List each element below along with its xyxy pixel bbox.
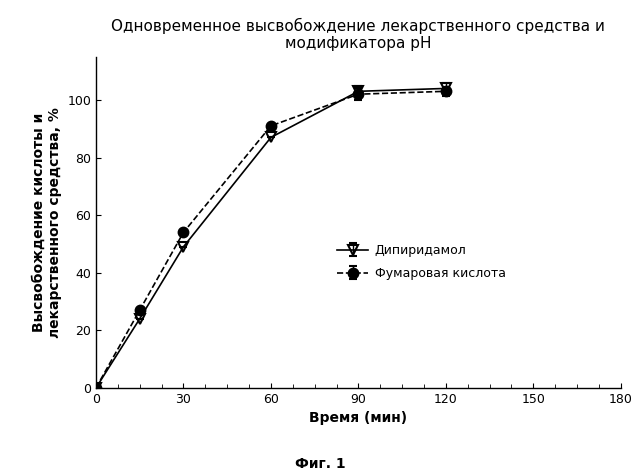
Legend: Дипиридамол, Фумаровая кислота: Дипиридамол, Фумаровая кислота [337,244,506,280]
X-axis label: Время (мин): Время (мин) [309,412,408,425]
Title: Одновременное высвобождение лекарственного средства и
модификатора pH: Одновременное высвобождение лекарственно… [111,18,605,52]
Y-axis label: Высвобождение кислоты и
лекарственного средства, %: Высвобождение кислоты и лекарственного с… [31,107,61,338]
Text: Фиг. 1: Фиг. 1 [294,457,346,471]
